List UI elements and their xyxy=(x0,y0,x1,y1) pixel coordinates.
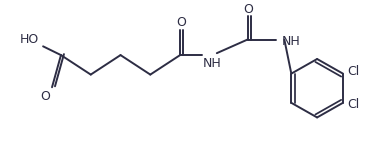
Text: Cl: Cl xyxy=(347,65,359,78)
Text: HO: HO xyxy=(19,33,38,46)
Text: O: O xyxy=(244,3,253,16)
Text: NH: NH xyxy=(203,57,221,70)
Text: O: O xyxy=(40,90,50,104)
Text: NH: NH xyxy=(281,35,300,48)
Text: Cl: Cl xyxy=(347,98,359,111)
Text: O: O xyxy=(176,16,186,29)
